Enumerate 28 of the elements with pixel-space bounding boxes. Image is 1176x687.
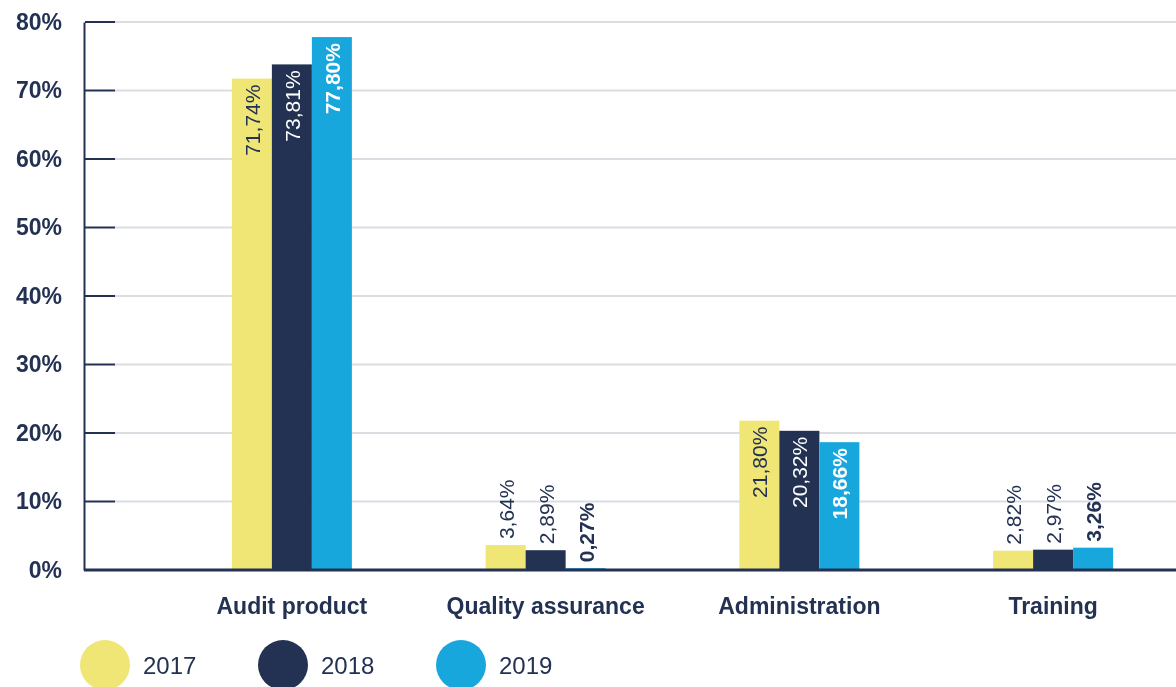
data-label: 2,82% [1002,485,1026,545]
data-label: 3,26% [1082,481,1106,542]
data-label: 2,89% [534,484,558,545]
data-label: 77,80% [320,42,344,115]
y-tick-label: 70% [15,77,62,104]
y-tick-label: 40% [15,282,62,309]
y-tick-label: 80% [15,8,62,35]
data-label: 20,32% [788,436,812,509]
y-tick-label: 10% [15,488,62,515]
y-tick-label: 60% [15,145,62,172]
x-tick-label: Quality assurance [446,593,645,619]
legend-label: 2019 [499,652,553,679]
data-label: 18,66% [828,447,852,520]
data-label: 71,74% [240,84,264,156]
legend-label: 2017 [143,652,197,679]
data-label: 73,81% [280,70,304,142]
data-label: 21,80% [748,426,772,498]
y-tick-label: 30% [15,351,62,378]
data-label: 2,97% [1042,484,1066,544]
y-tick-label: 0% [28,556,62,583]
x-tick-label: Training [1008,593,1098,619]
x-tick-label: Audit product [216,593,368,619]
y-tick-label: 50% [15,214,62,241]
legend-label: 2018 [321,652,375,679]
data-label: 3,64% [494,479,518,540]
y-tick-label: 20% [15,419,62,446]
x-tick-label: Administration [718,593,881,619]
data-label: 0,27% [574,502,598,563]
